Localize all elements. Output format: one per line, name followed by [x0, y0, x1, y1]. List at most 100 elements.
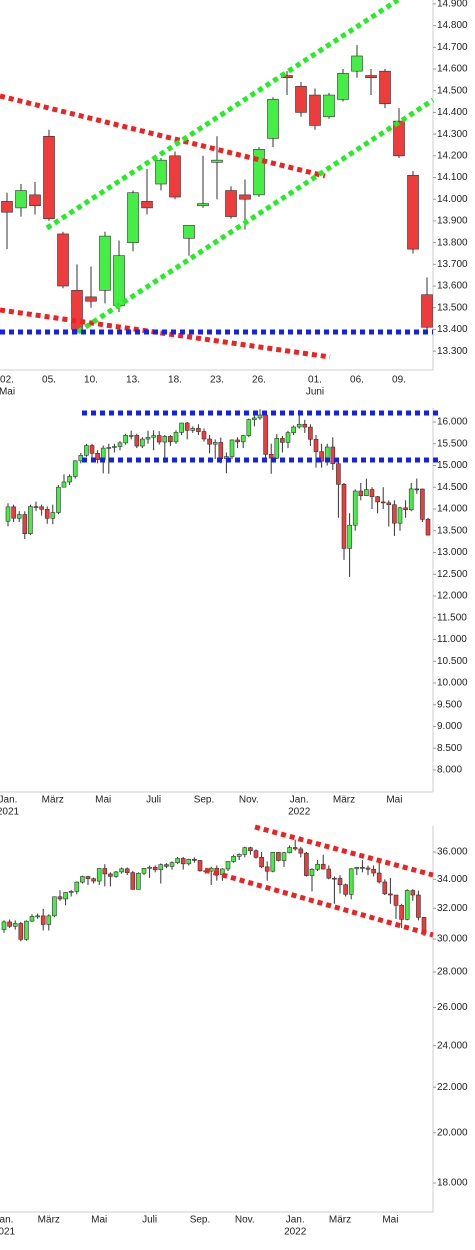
candle-body: [183, 224, 195, 239]
candle-body: [242, 847, 248, 855]
y-tick-label: 15.500: [437, 438, 468, 449]
candle-body: [225, 861, 231, 870]
candle-body: [276, 852, 281, 861]
candle-body: [421, 294, 433, 328]
candle-body: [113, 871, 119, 877]
candle-body: [257, 414, 263, 419]
x-tick-label: 06.: [350, 375, 364, 386]
candle-body: [61, 481, 67, 488]
y-tick-label: 14.800: [437, 20, 468, 31]
x-tick-label: 05.: [42, 375, 56, 386]
y-tick-label: 16.000: [437, 417, 468, 428]
y-tick-label: 14.600: [437, 64, 468, 75]
candle-body: [229, 439, 235, 457]
candle-body: [420, 488, 425, 520]
y-tick-label: 15.000: [437, 460, 468, 471]
candle-body: [196, 428, 201, 432]
candle-body: [123, 435, 128, 444]
candle-body: [155, 159, 167, 185]
candle-body: [99, 235, 111, 291]
candle-body: [369, 489, 375, 497]
candle-body: [308, 426, 313, 440]
candle-body: [18, 923, 24, 940]
candle-body: [336, 463, 341, 485]
candle-body: [382, 881, 388, 895]
x-tick-label: Jan.: [0, 1215, 13, 1226]
candle-body: [197, 203, 209, 207]
candle-body: [179, 422, 184, 433]
candle-body: [376, 872, 382, 883]
y-tick-label: 20.000: [437, 1127, 468, 1138]
candle-body: [397, 507, 403, 524]
trend-line: [45, 0, 400, 231]
candle-body: [354, 867, 360, 870]
candle-body: [302, 423, 308, 428]
candle-body: [285, 432, 291, 443]
x-tick-label: 09.: [392, 375, 406, 386]
candle-body: [152, 866, 158, 871]
y-tick-label: 32.000: [437, 903, 468, 914]
candle-body: [164, 864, 169, 867]
candle-body: [72, 460, 78, 477]
candle-body: [40, 915, 46, 925]
y-tick-label: 12.500: [437, 569, 468, 580]
y-tick-label: 28.000: [437, 967, 468, 978]
candle-body: [130, 872, 136, 890]
candle-body: [343, 884, 348, 895]
candle-body: [309, 868, 315, 876]
candle-body: [235, 439, 240, 443]
candle-body: [407, 175, 419, 250]
candle-body: [201, 431, 207, 440]
candle-body: [408, 488, 414, 511]
x-tick-label: Nov.: [239, 795, 259, 806]
y-tick-label: 13.000: [437, 547, 468, 558]
candle-body: [393, 894, 399, 906]
trend-line: [204, 867, 434, 938]
x-tick-label: Mai: [95, 795, 111, 806]
y-tick-label: 10.000: [437, 678, 468, 689]
candle-body: [267, 99, 279, 139]
candle-body: [180, 858, 186, 865]
x-tick-label: Juli: [142, 1215, 157, 1226]
x-tick-label: 26.: [252, 375, 266, 386]
x-tick-label: Sep.: [194, 795, 215, 806]
candle-body: [319, 451, 324, 462]
candle-body: [7, 921, 12, 927]
candle-body: [292, 847, 298, 850]
candle-body: [147, 866, 152, 869]
candle-body: [112, 446, 117, 448]
candle-body: [313, 438, 319, 452]
candle-body: [239, 194, 251, 200]
candle-body: [296, 423, 302, 428]
candle-body: [169, 155, 181, 198]
candle-body: [259, 857, 264, 868]
candle-body: [416, 894, 421, 918]
candle-body: [399, 905, 404, 920]
candle-body: [43, 135, 55, 220]
candle-body: [140, 438, 145, 447]
candle-body: [295, 86, 307, 113]
candle-body: [392, 504, 397, 524]
x-tick-label: Mai: [91, 1215, 107, 1226]
candle-body: [184, 422, 190, 431]
candle-body: [35, 915, 40, 918]
trend-lines: [0, 0, 440, 938]
candle-body: [173, 432, 179, 443]
candle-body: [274, 438, 280, 459]
candle-body: [5, 506, 11, 522]
candle-body: [364, 489, 369, 496]
y-tick-label: 9.500: [437, 699, 462, 710]
candle-body: [337, 73, 349, 100]
candle-body: [169, 862, 175, 867]
x-tick-sublabel: 2021: [0, 807, 20, 818]
x-tick-sublabel: Mai: [0, 387, 15, 398]
candle-body: [225, 190, 237, 217]
candle-body: [1, 201, 13, 213]
candle-body: [168, 436, 173, 443]
panels: 13.30013.40013.50013.60013.70013.80013.9…: [0, 0, 468, 1238]
candle-body: [91, 878, 96, 882]
y-tick-label: 13.800: [437, 237, 468, 248]
candle-body: [326, 868, 332, 879]
candle-body: [89, 445, 95, 454]
candle-body: [33, 506, 39, 508]
